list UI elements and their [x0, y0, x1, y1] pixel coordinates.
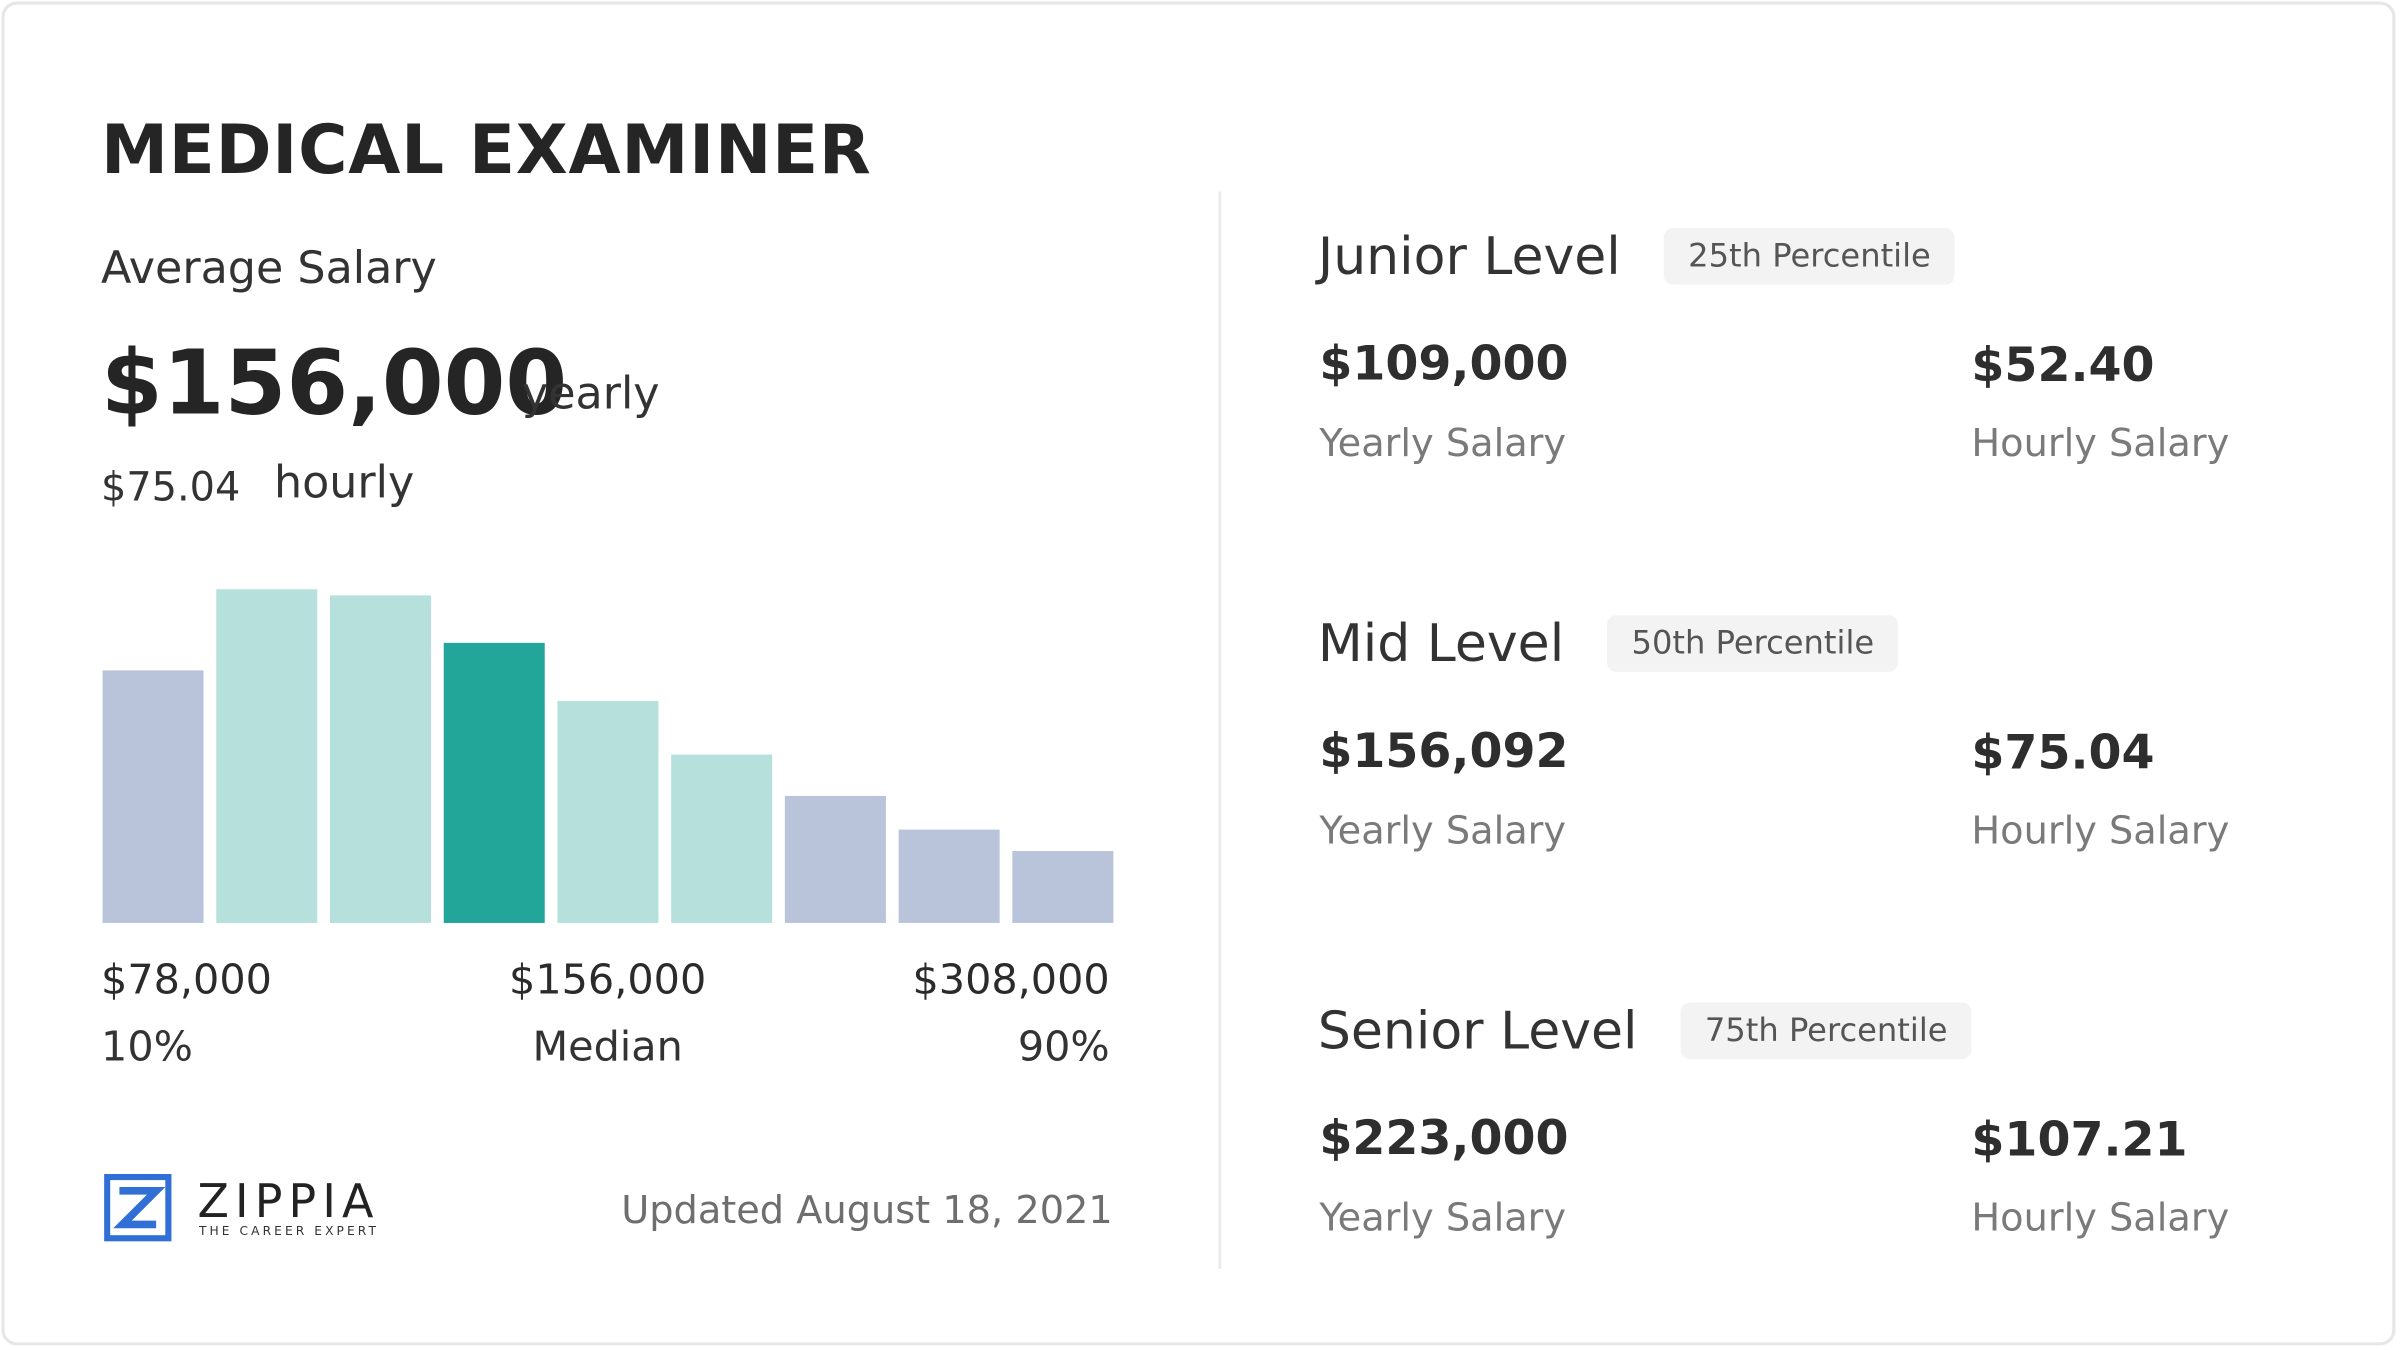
divider [1218, 191, 1222, 1269]
yearly-label: Yearly Salary [1319, 1195, 1567, 1240]
bar [784, 795, 886, 923]
percentile-badge: 50th Percentile [1607, 615, 1899, 672]
level-name: Mid Level [1317, 613, 1565, 675]
mid-label: Median [532, 1023, 683, 1072]
bar [443, 642, 545, 923]
high-value: $308,000 [912, 956, 1110, 1005]
level-name: Senior Level [1317, 1001, 1638, 1063]
bar [1012, 851, 1114, 923]
bar [898, 829, 1000, 923]
percentile-badge: 75th Percentile [1680, 1002, 1973, 1060]
hourly-unit: hourly [273, 456, 415, 509]
mid-value: $156,000 [509, 956, 707, 1005]
hourly-label: Hourly Salary [1971, 808, 2230, 853]
hourly-value: $107.21 [1971, 1112, 2188, 1168]
low-value: $78,000 [101, 956, 272, 1005]
bar [216, 589, 318, 923]
average-label: Average Salary [101, 241, 437, 294]
yearly-label: Yearly Salary [1319, 808, 1567, 853]
yearly-value: $109,000 [1319, 336, 1569, 392]
hourly-label: Hourly Salary [1971, 1195, 2230, 1240]
bar [102, 670, 204, 923]
updated: Updated August 18, 2021 [621, 1187, 1113, 1233]
yearly-value: $223,000 [1319, 1111, 1569, 1167]
hourly-value: $75.04 [1971, 725, 2155, 781]
brand: ZIPPIA [197, 1175, 380, 1230]
tagline: THE CAREER EXPERT [198, 1224, 379, 1239]
yearly-unit: yearly [521, 367, 660, 420]
average-hourly: $75.04 [101, 465, 241, 512]
hourly-label: Hourly Salary [1971, 420, 2230, 466]
histogram [102, 589, 1114, 923]
bar [329, 595, 432, 923]
low-label: 10% [101, 1023, 193, 1072]
yearly-label: Yearly Salary [1319, 420, 1567, 466]
level-name: Junior Level [1317, 226, 1621, 288]
high-label: 90% [1017, 1023, 1110, 1072]
title: MEDICAL EXAMINER [101, 111, 872, 190]
bar [557, 701, 659, 923]
logo-icon [104, 1173, 172, 1242]
hourly-value: $52.40 [1971, 338, 2155, 394]
average-yearly: $156,000 [101, 330, 568, 435]
yearly-value: $156,092 [1319, 723, 1569, 780]
percentile-badge: 25th Percentile [1663, 228, 1956, 285]
bar [671, 754, 773, 923]
